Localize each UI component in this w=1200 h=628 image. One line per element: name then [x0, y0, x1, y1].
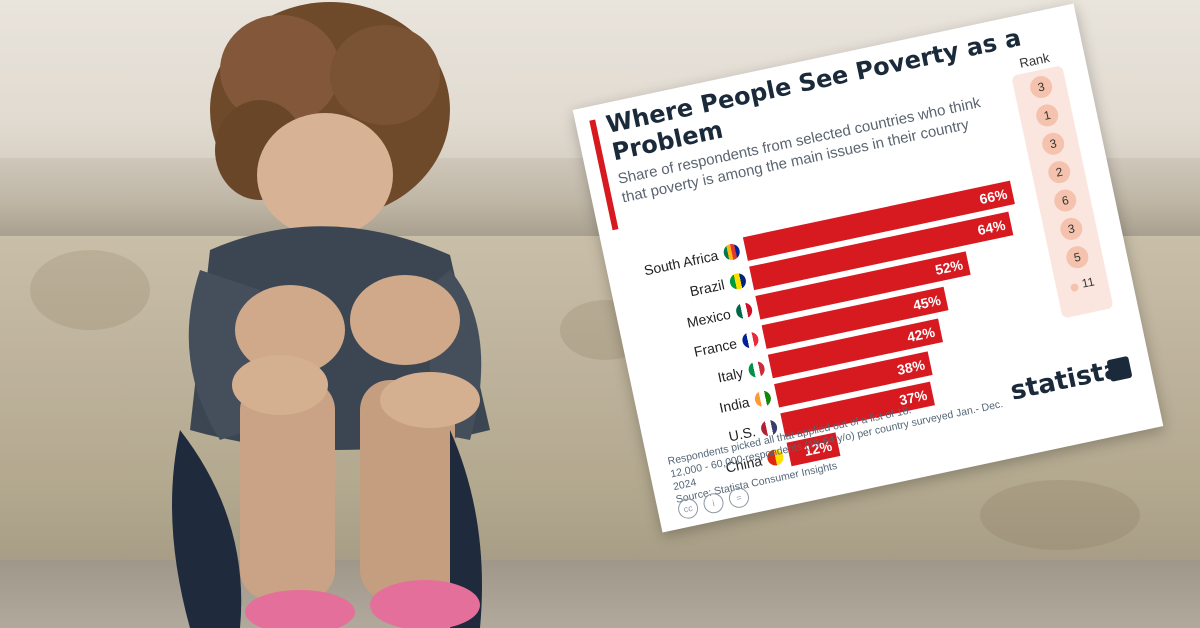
category-label: South Africa: [642, 247, 720, 279]
rank-value: 11: [1080, 274, 1096, 291]
brazil-flag-icon: [728, 271, 748, 291]
italy-flag-icon: [747, 359, 767, 379]
india-flag-icon: [753, 389, 773, 409]
category-label: Mexico: [685, 305, 733, 331]
category-label: France: [692, 335, 739, 360]
statista-logo-icon: [1106, 355, 1133, 382]
mexico-flag-icon: [734, 301, 754, 321]
wall-stain: [980, 480, 1140, 550]
category-label: India: [717, 393, 751, 416]
south-africa-flag-icon: [722, 242, 742, 262]
wall-stain: [30, 250, 150, 330]
france-flag-icon: [740, 330, 760, 350]
category-label: Italy: [716, 364, 745, 386]
category-label: Brazil: [688, 276, 726, 300]
child-figure: [172, 2, 490, 628]
